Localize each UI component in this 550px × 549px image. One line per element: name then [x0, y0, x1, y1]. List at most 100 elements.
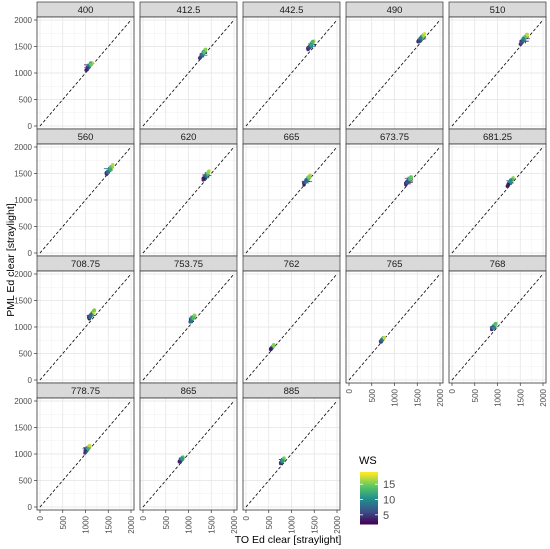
- data-point: [202, 176, 206, 181]
- colorbar-segment: [360, 518, 378, 521]
- x-tick-label: 1500: [104, 515, 113, 533]
- colorbar-segment: [360, 478, 378, 481]
- data-point: [310, 39, 315, 44]
- y-tick-label: 1000: [14, 69, 32, 78]
- x-tick-label: 1000: [82, 515, 91, 533]
- x-tick-label: 2000: [230, 515, 239, 533]
- colorbar-segment: [360, 494, 378, 496]
- x-tick-label: 1000: [288, 515, 297, 533]
- x-axis-title: TO Ed clear [straylight]: [235, 534, 342, 546]
- facet-panel: 412.5: [139, 1, 238, 130]
- facet-strip-label: 412.5: [177, 5, 201, 16]
- y-tick-label: 1500: [14, 297, 32, 306]
- y-tick-label: 2000: [14, 143, 32, 152]
- data-point: [307, 175, 311, 179]
- colorbar-legend: WS 5 10 15: [359, 455, 395, 525]
- colorbar-segment: [360, 516, 378, 518]
- x-tick-label: 1500: [413, 388, 422, 406]
- data-point: [191, 316, 195, 320]
- colorbar-segment: [360, 486, 378, 489]
- colorbar-segment: [360, 498, 378, 500]
- data-point: [271, 344, 276, 348]
- identity-line: [245, 146, 338, 254]
- data-point: [508, 178, 513, 182]
- facet-panel: 442.5: [242, 1, 341, 130]
- data-point: [519, 41, 524, 45]
- data-point: [106, 170, 110, 175]
- x-tick-label: 1000: [391, 388, 400, 406]
- identity-line: [39, 273, 132, 381]
- facet-strip-label: 442.5: [280, 5, 304, 16]
- y-tick-label: 1000: [14, 450, 32, 459]
- colorbar-segment: [360, 475, 378, 478]
- facet-panel: 708.75 0 500 1000 1500 2000: [14, 255, 135, 385]
- y-tick-label: 0: [28, 249, 33, 258]
- colorbar-segment: [360, 487, 378, 490]
- x-tick-label: 0: [448, 388, 457, 393]
- colorbar-segment: [360, 522, 378, 525]
- facet-strip-label: 665: [284, 132, 300, 143]
- colorbar-tick-label: 10: [383, 495, 395, 507]
- facet-strip-label: 510: [490, 5, 506, 16]
- x-tick-label: 500: [59, 515, 68, 529]
- colorbar-segment: [360, 472, 378, 474]
- x-tick-label: 2000: [436, 388, 445, 406]
- colorbar-segment: [360, 479, 378, 482]
- identity-line: [451, 146, 544, 254]
- colorbar-segment: [360, 504, 378, 507]
- facet-panel: 620: [139, 128, 238, 257]
- facet-panel: 865 0 500 1000 1500 2000: [139, 382, 239, 534]
- colorbar-segment: [360, 512, 378, 515]
- colorbar-segment: [360, 492, 378, 495]
- x-tick-label: 500: [471, 388, 480, 402]
- y-tick-label: 1000: [14, 323, 32, 332]
- colorbar-segment: [360, 503, 378, 505]
- x-tick-label: 2000: [333, 515, 342, 533]
- data-point: [87, 443, 92, 448]
- colorbar-segment: [360, 491, 378, 494]
- y-tick-label: 500: [19, 477, 33, 486]
- y-tick-label: 0: [28, 376, 33, 385]
- facet-strip-label: 768: [490, 259, 506, 270]
- colorbar-segment: [360, 490, 378, 492]
- identity-line: [142, 19, 235, 127]
- facet-panel: 885 0 500 1000 1500 2000: [242, 382, 342, 534]
- identity-line: [348, 273, 441, 381]
- data-point: [203, 47, 208, 51]
- data-point: [493, 322, 498, 326]
- colorbar-segment: [360, 507, 378, 509]
- data-point: [422, 32, 427, 36]
- facet-strip-label: 865: [181, 386, 197, 397]
- legend-title: WS: [359, 455, 377, 467]
- y-tick-label: 0: [28, 122, 33, 131]
- y-tick-label: 2000: [14, 16, 32, 25]
- facet-strip-label: 681.25: [483, 132, 512, 143]
- colorbar-segment: [360, 509, 378, 512]
- colorbar-segment: [360, 517, 378, 520]
- facet-panel: 765 0 500 1000 1500 2000: [345, 255, 445, 407]
- y-tick-label: 500: [19, 96, 33, 105]
- colorbar-segment: [360, 501, 378, 504]
- identity-line: [39, 146, 132, 254]
- facet-strip-label: 762: [284, 259, 300, 270]
- colorbar-segment: [360, 514, 378, 517]
- y-tick-label: 500: [19, 223, 33, 232]
- data-point: [268, 347, 273, 351]
- y-tick-label: 2000: [14, 270, 32, 279]
- data-point: [280, 459, 285, 463]
- y-tick-label: 0: [28, 503, 33, 512]
- colorbar-segment: [360, 474, 378, 477]
- facet-strip-label: 560: [78, 132, 94, 143]
- identity-line: [39, 400, 132, 508]
- data-point: [83, 449, 87, 453]
- identity-line: [39, 19, 132, 127]
- colorbar-segment: [360, 495, 378, 498]
- identity-line: [348, 19, 441, 127]
- data-point: [178, 460, 182, 464]
- colorbar-segment: [360, 483, 378, 486]
- data-point: [180, 456, 184, 461]
- y-tick-label: 1500: [14, 43, 32, 52]
- colorbar-segment: [360, 511, 378, 513]
